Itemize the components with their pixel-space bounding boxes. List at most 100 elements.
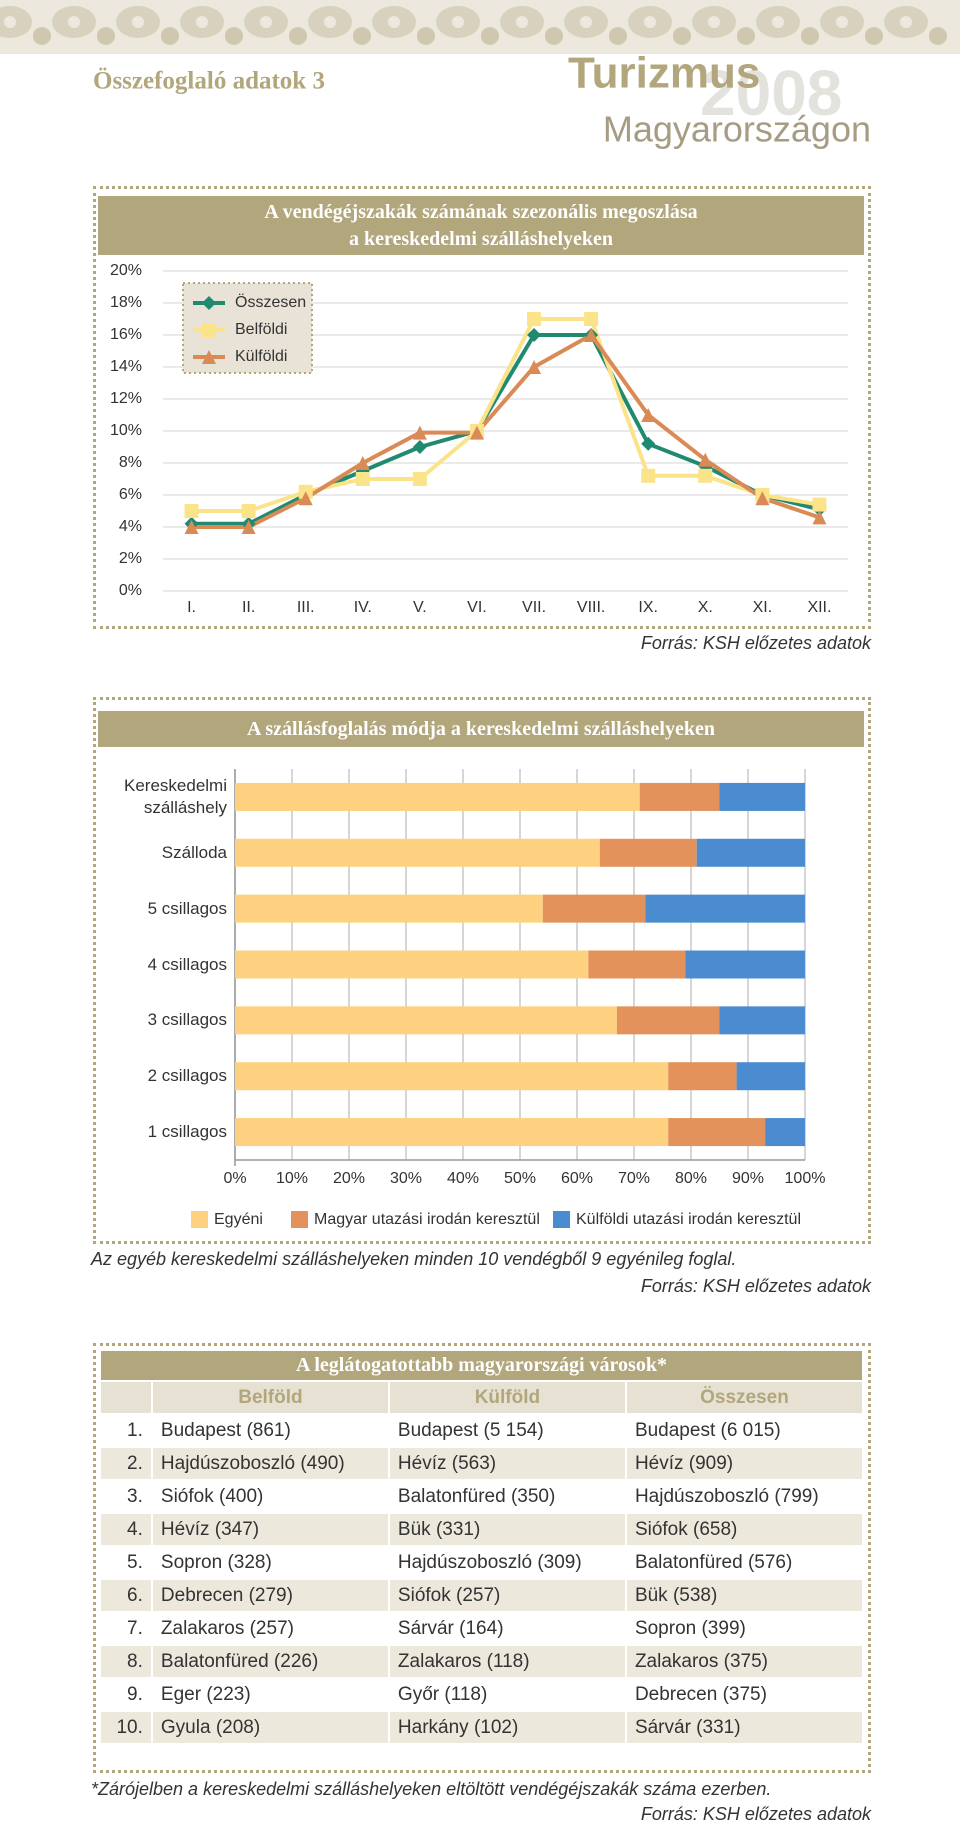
x-tick-label: VI.	[467, 599, 487, 616]
x-tick-label: 10%	[276, 1170, 308, 1187]
legend-label: Összesen	[235, 293, 306, 311]
legend-marker	[202, 350, 216, 364]
marker	[527, 312, 542, 326]
table-row: 9. Eger (223) Győr (118) Debrecen (375)	[99, 1677, 865, 1712]
ornament-dot	[452, 16, 464, 28]
table-row: 1. Budapest (861) Budapest (5 154) Budapest…	[99, 1413, 865, 1448]
marker	[641, 436, 656, 451]
table-cell: Zalakaros (257)	[150, 1611, 390, 1646]
column-header: Belföld	[150, 1380, 390, 1415]
x-tick-label: VIII.	[577, 599, 605, 616]
bar	[639, 782, 720, 811]
bar	[542, 894, 646, 923]
y-tick-label: 3 csillagos	[147, 1010, 227, 1030]
marker	[355, 456, 370, 470]
x-tick-label: 0%	[223, 1170, 246, 1187]
table-cell: Siófok (400)	[150, 1479, 390, 1514]
legend-label: Magyar utazási irodán keresztül	[314, 1211, 540, 1228]
table-cell: Zalakaros (118)	[387, 1644, 627, 1679]
x-tick-label: 60%	[561, 1170, 593, 1187]
bar	[235, 950, 589, 979]
ornament-flower	[225, 27, 243, 45]
y-tick-label: 6%	[119, 486, 142, 503]
bar	[668, 1062, 737, 1091]
ornament-dot	[708, 16, 720, 28]
x-tick-label: IV.	[354, 599, 372, 616]
bar	[765, 1118, 805, 1147]
table-cell: Győr (118)	[387, 1677, 627, 1712]
line	[191, 332, 821, 529]
x-tick-label: 80%	[675, 1170, 707, 1187]
ornament-flower	[353, 27, 371, 45]
header-cell	[99, 1380, 153, 1415]
x-tick-label: 70%	[618, 1170, 650, 1187]
y-tick-label: 4 csillagos	[147, 954, 227, 974]
ornament-flower	[865, 27, 883, 45]
header-title: Turizmus	[568, 49, 760, 98]
y-tick-label: Szálloda	[161, 842, 227, 862]
bar	[736, 1062, 805, 1091]
table-cell: Balatonfüred (226)	[150, 1644, 390, 1679]
table-row: 4. Hévíz (347) Bük (331) Siófok (658)	[99, 1512, 865, 1547]
ornament-flower	[737, 27, 755, 45]
ornament-flower	[609, 27, 627, 45]
y-tick-label: 18%	[110, 294, 142, 311]
ornament-dot	[260, 16, 272, 28]
bar	[645, 894, 805, 923]
x-tick-label: 100%	[785, 1170, 826, 1187]
y-tick-label: 12%	[110, 390, 142, 407]
marker	[241, 504, 256, 518]
x-tick-label: XII.	[807, 599, 831, 616]
chart-title: A vendégéjszakák számának szezonális meg…	[98, 196, 864, 255]
table-cell: Siófok (658)	[624, 1512, 865, 1547]
marker	[412, 440, 427, 454]
column-header: Külföld	[387, 1380, 627, 1415]
marker	[184, 504, 199, 518]
ornament-flower	[161, 27, 179, 45]
marker	[527, 360, 542, 374]
x-tick-label: I.	[187, 599, 196, 616]
table-cell: 7.	[99, 1611, 153, 1646]
marker	[527, 328, 542, 342]
table-row: 7. Zalakaros (257) Sárvár (164) Sopron (399…	[99, 1611, 865, 1646]
ornament-flower	[97, 27, 115, 45]
x-tick-label: 40%	[447, 1170, 479, 1187]
marker	[355, 472, 370, 486]
chart-frame	[93, 697, 871, 1244]
marker	[584, 328, 599, 342]
ornament-flower	[929, 27, 947, 45]
y-tick-label: 1 csillagos	[147, 1122, 227, 1142]
ornament-dot	[196, 16, 208, 28]
ornament-dot	[580, 16, 592, 28]
marker	[412, 425, 427, 440]
bar	[599, 838, 697, 867]
section-title: Összefoglaló adatok 3	[93, 68, 325, 95]
ornament-dot	[644, 16, 656, 28]
ornament-dot	[836, 16, 848, 28]
y-tick-label: Kereskedelmi szálláshely	[124, 775, 227, 817]
marker	[641, 408, 656, 422]
marker	[184, 520, 199, 534]
table-row: 8. Balatonfüred (226) Zalakaros (118) Zalak…	[99, 1644, 865, 1679]
table-cell: Balatonfüred (350)	[387, 1479, 627, 1514]
source: Forrás: KSH előzetes adatok	[640, 633, 871, 653]
x-tick-label: X.	[698, 599, 713, 616]
table-row: 3. Siófok (400) Balatonfüred (350) Hajdúszo…	[99, 1479, 865, 1514]
x-tick-label: II.	[242, 599, 255, 616]
marker	[469, 425, 484, 440]
table-cell: Hajdúszoboszló (309)	[387, 1545, 627, 1580]
y-tick-label: 20%	[110, 262, 142, 279]
table-cell: 5.	[99, 1545, 153, 1580]
table-cell: Sopron (328)	[150, 1545, 390, 1580]
x-tick-label: XI.	[753, 599, 773, 616]
bar	[588, 950, 686, 979]
y-tick-label: 8%	[119, 454, 142, 471]
bar	[696, 838, 805, 867]
y-tick-label: 4%	[119, 518, 142, 535]
title-row: A leglátogatottabb magyarországi városok…	[99, 1349, 864, 1382]
table-row: 6. Debrecen (279) Siófok (257) Bük (538)	[99, 1578, 865, 1613]
ornament-dot	[4, 16, 16, 28]
source: Forrás: KSH előzetes adatok	[640, 1276, 871, 1296]
marker	[755, 491, 770, 506]
